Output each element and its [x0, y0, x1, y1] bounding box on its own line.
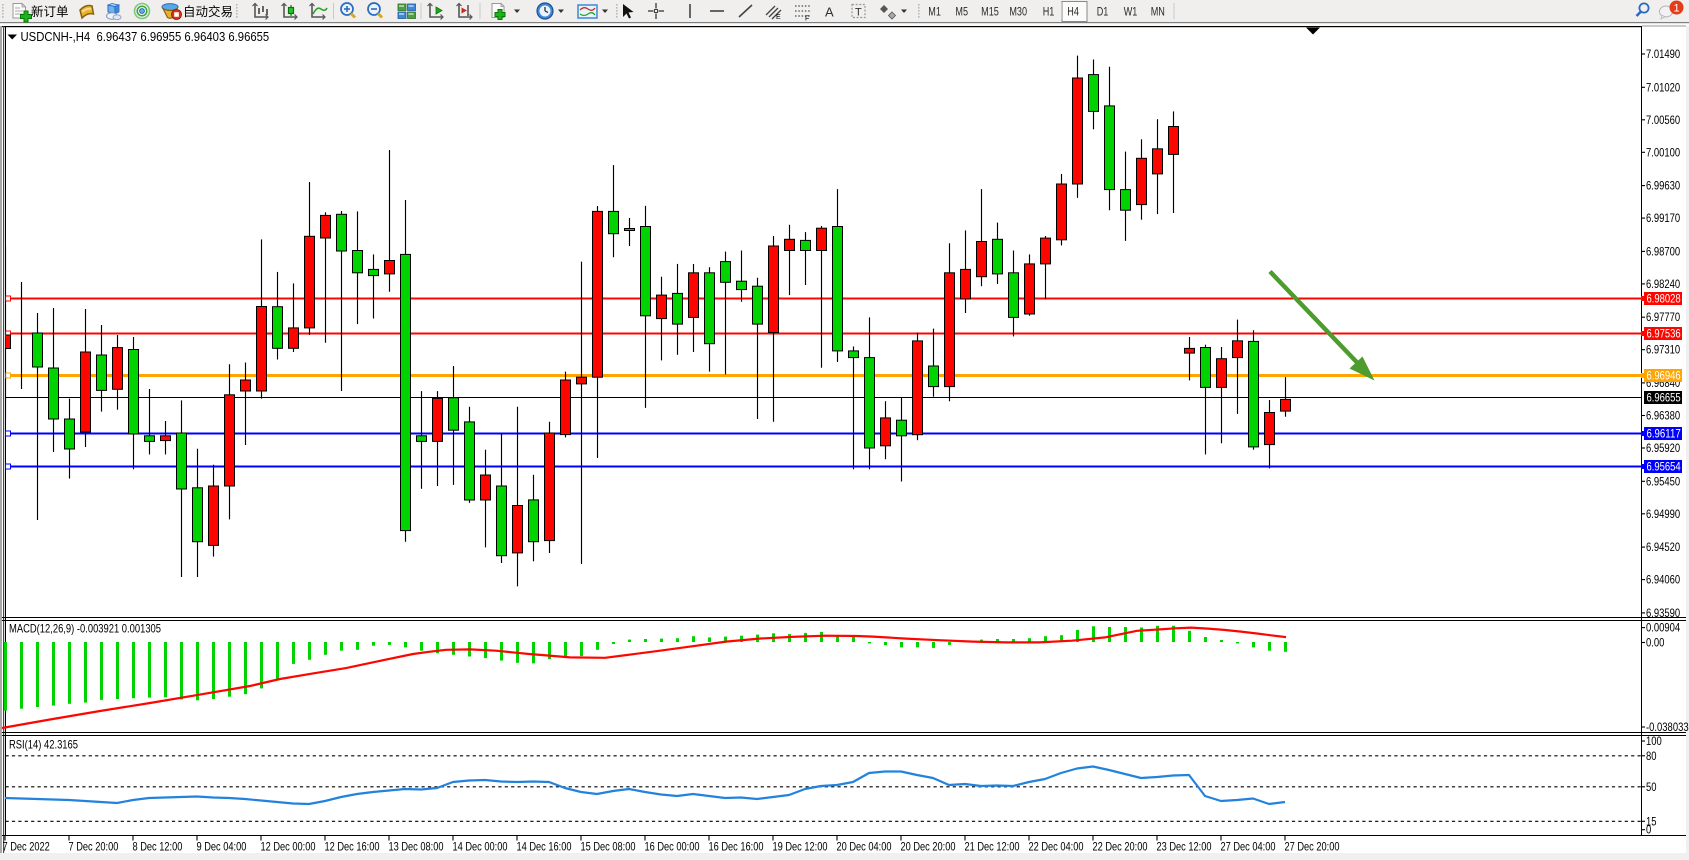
svg-text:7.01490: 7.01490 — [1646, 47, 1680, 61]
svg-text:6.94990: 6.94990 — [1646, 507, 1680, 521]
svg-text:20 Dec 20:00: 20 Dec 20:00 — [901, 840, 956, 854]
svg-text:6.97536: 6.97536 — [1647, 327, 1681, 341]
svg-text:0.00: 0.00 — [1646, 636, 1665, 650]
svg-text:H1: H1 — [1043, 7, 1055, 19]
svg-text:新订单: 新订单 — [31, 4, 69, 19]
svg-text:M5: M5 — [955, 7, 968, 19]
svg-text:E: E — [776, 14, 781, 21]
svg-text:0.00904: 0.00904 — [1646, 621, 1680, 635]
svg-text:12 Dec 00:00: 12 Dec 00:00 — [261, 840, 316, 854]
svg-text:6.98240: 6.98240 — [1646, 277, 1680, 291]
svg-text:6.94520: 6.94520 — [1646, 540, 1680, 554]
svg-text:F: F — [805, 16, 809, 23]
svg-text:7 Dec 2022: 7 Dec 2022 — [3, 840, 51, 854]
svg-text:自动交易: 自动交易 — [183, 4, 233, 19]
svg-text:6.93590: 6.93590 — [1646, 606, 1680, 620]
svg-text:6.97770: 6.97770 — [1646, 310, 1680, 324]
svg-text:RSI(14) 42.3165: RSI(14) 42.3165 — [9, 738, 78, 752]
svg-text:22 Dec 04:00: 22 Dec 04:00 — [1029, 840, 1084, 854]
svg-text:50: 50 — [1646, 780, 1657, 794]
svg-text:7 Dec 20:00: 7 Dec 20:00 — [69, 840, 119, 854]
svg-text:D1: D1 — [1097, 7, 1109, 19]
svg-text:20 Dec 04:00: 20 Dec 04:00 — [837, 840, 892, 854]
svg-text:15 Dec 08:00: 15 Dec 08:00 — [581, 840, 636, 854]
svg-text:19 Dec 12:00: 19 Dec 12:00 — [773, 840, 828, 854]
svg-text:22 Dec 20:00: 22 Dec 20:00 — [1093, 840, 1148, 854]
svg-text:USDCNH-,H4 6.96437 6.96955 6.: USDCNH-,H4 6.96437 6.96955 6.96403 6.966… — [21, 29, 270, 44]
svg-text:21 Dec 12:00: 21 Dec 12:00 — [965, 840, 1020, 854]
svg-text:23 Dec 12:00: 23 Dec 12:00 — [1157, 840, 1212, 854]
svg-text:6.96655: 6.96655 — [1647, 391, 1681, 405]
svg-text:T: T — [855, 7, 862, 19]
svg-text:MACD(12,26,9) -0.003921 0.0013: MACD(12,26,9) -0.003921 0.001305 — [9, 622, 161, 636]
svg-text:15: 15 — [1646, 814, 1657, 828]
svg-text:6.99630: 6.99630 — [1646, 179, 1680, 193]
svg-text:H4: H4 — [1067, 7, 1079, 19]
svg-text:12 Dec 16:00: 12 Dec 16:00 — [325, 840, 380, 854]
svg-text:27 Dec 20:00: 27 Dec 20:00 — [1285, 840, 1340, 854]
svg-text:6.96117: 6.96117 — [1647, 427, 1681, 441]
svg-text:16 Dec 00:00: 16 Dec 00:00 — [645, 840, 700, 854]
svg-text:16 Dec 16:00: 16 Dec 16:00 — [709, 840, 764, 854]
svg-text:7.00100: 7.00100 — [1646, 145, 1680, 159]
svg-text:27 Dec 04:00: 27 Dec 04:00 — [1221, 840, 1276, 854]
svg-text:0: 0 — [1646, 823, 1652, 837]
svg-text:M30: M30 — [1009, 7, 1027, 19]
svg-text:6.97310: 6.97310 — [1646, 343, 1680, 357]
svg-text:A: A — [825, 5, 834, 20]
svg-text:-0.038033: -0.038033 — [1646, 720, 1689, 734]
svg-text:6.96946: 6.96946 — [1647, 369, 1681, 383]
svg-text:80: 80 — [1646, 749, 1657, 763]
svg-text:6.95654: 6.95654 — [1647, 460, 1681, 474]
svg-text:7.01020: 7.01020 — [1646, 80, 1680, 94]
svg-text:M1: M1 — [928, 7, 941, 19]
svg-text:100: 100 — [1646, 734, 1662, 748]
svg-text:6.95450: 6.95450 — [1646, 474, 1680, 488]
svg-text:8 Dec 12:00: 8 Dec 12:00 — [133, 840, 183, 854]
svg-text:1: 1 — [1673, 3, 1679, 15]
svg-text:13 Dec 08:00: 13 Dec 08:00 — [389, 840, 444, 854]
svg-text:M15: M15 — [981, 7, 999, 19]
svg-text:6.99170: 6.99170 — [1646, 211, 1680, 225]
svg-text:14 Dec 16:00: 14 Dec 16:00 — [517, 840, 572, 854]
svg-text:9 Dec 04:00: 9 Dec 04:00 — [197, 840, 247, 854]
svg-text:6.96380: 6.96380 — [1646, 409, 1680, 423]
svg-text:MN: MN — [1151, 7, 1165, 19]
svg-text:7.00560: 7.00560 — [1646, 113, 1680, 127]
svg-text:6.95920: 6.95920 — [1646, 441, 1680, 455]
svg-text:6.98700: 6.98700 — [1646, 244, 1680, 258]
svg-text:6.94060: 6.94060 — [1646, 573, 1680, 587]
svg-text:14 Dec 00:00: 14 Dec 00:00 — [453, 840, 508, 854]
svg-text:6.98028: 6.98028 — [1647, 292, 1681, 306]
svg-text:W1: W1 — [1124, 7, 1138, 19]
